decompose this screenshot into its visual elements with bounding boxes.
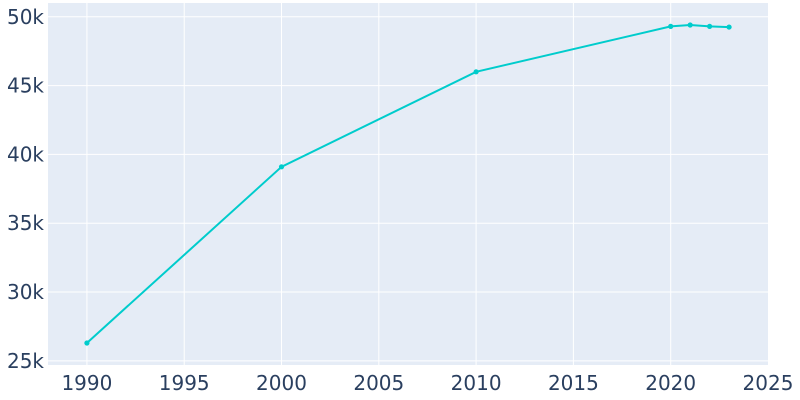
y-tick-label: 45k <box>7 74 44 98</box>
data-point <box>707 23 713 29</box>
x-gridlines <box>86 3 672 365</box>
x-tick-label: 1995 <box>159 371 210 395</box>
y-axis-tick-labels: 25k 30k 35k 40k 45k 50k <box>7 5 44 373</box>
y-tick-label: 35k <box>7 211 44 235</box>
data-point <box>84 340 90 346</box>
x-tick-label: 2005 <box>353 371 404 395</box>
x-tick-label: 2025 <box>743 371 794 395</box>
plot-area <box>48 3 768 365</box>
series-layer <box>84 22 732 346</box>
x-tick-label: 1990 <box>61 371 112 395</box>
data-point <box>726 24 732 30</box>
y-tick-label: 40k <box>7 142 44 166</box>
data-point <box>278 164 285 170</box>
x-tick-label: 2010 <box>451 371 502 395</box>
data-point <box>668 23 674 29</box>
y-gridlines <box>48 16 768 362</box>
y-tick-label: 30k <box>7 280 44 304</box>
y-tick-label: 50k <box>7 5 44 29</box>
data-point <box>687 22 693 28</box>
x-axis-tick-labels: 1990 1995 2000 2005 2010 2015 2020 2025 <box>61 371 793 395</box>
data-point <box>473 69 479 75</box>
x-tick-label: 2000 <box>256 371 307 395</box>
x-tick-label: 2015 <box>548 371 599 395</box>
x-tick-label: 2020 <box>645 371 696 395</box>
y-tick-label: 25k <box>7 349 44 373</box>
